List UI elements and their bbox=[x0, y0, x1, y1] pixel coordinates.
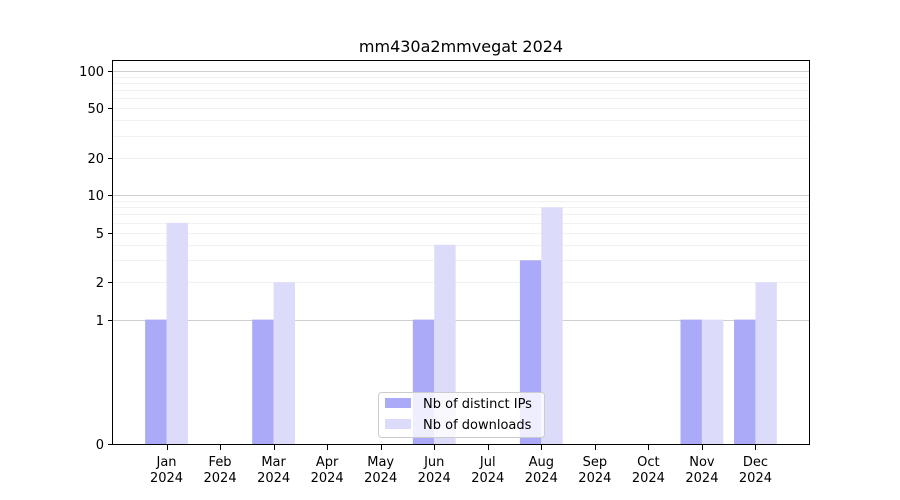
x-tick-label-year: 2024 bbox=[204, 471, 237, 486]
x-axis: Jan2024Feb2024Mar2024Apr2024May2024Jun20… bbox=[150, 445, 772, 486]
x-tick-label-month: Aug bbox=[529, 455, 554, 470]
x-tick-label-month: Jan bbox=[156, 455, 177, 470]
x-tick-label-year: 2024 bbox=[150, 471, 183, 486]
x-tick-label-month: Oct bbox=[637, 455, 659, 470]
x-tick-label-year: 2024 bbox=[578, 471, 611, 486]
y-tick-label: 20 bbox=[87, 152, 104, 167]
bar-distinct-ips bbox=[734, 319, 756, 444]
y-tick-label: 1 bbox=[96, 314, 104, 329]
y-tick-label: 10 bbox=[87, 189, 104, 204]
x-tick-label-month: Apr bbox=[316, 455, 339, 470]
x-tick-label-year: 2024 bbox=[632, 471, 665, 486]
grid bbox=[113, 71, 809, 321]
y-tick-label: 5 bbox=[96, 227, 104, 242]
bar-downloads bbox=[166, 222, 188, 444]
bar-downloads bbox=[701, 319, 724, 444]
x-tick-label-year: 2024 bbox=[525, 471, 558, 486]
y-tick-label: 0 bbox=[96, 438, 104, 453]
bar-downloads bbox=[541, 207, 563, 444]
x-tick-label-year: 2024 bbox=[418, 471, 451, 486]
legend-label-downloads: Nb of downloads bbox=[423, 418, 532, 433]
x-tick-label-month: Feb bbox=[209, 455, 232, 470]
bar-distinct-ips bbox=[145, 319, 167, 444]
bar-distinct-ips bbox=[680, 319, 702, 444]
x-tick-label-month: Mar bbox=[261, 455, 286, 470]
bar-distinct-ips bbox=[252, 319, 274, 444]
legend-frame bbox=[378, 392, 545, 438]
x-tick-label-year: 2024 bbox=[739, 471, 772, 486]
x-tick-label-month: Jul bbox=[479, 455, 496, 470]
y-tick-label: 2 bbox=[96, 276, 104, 291]
plot-frame bbox=[112, 60, 810, 445]
x-tick-label-year: 2024 bbox=[685, 471, 718, 486]
bar-downloads bbox=[273, 282, 296, 444]
x-tick-label-month: May bbox=[367, 455, 394, 470]
bar-downloads bbox=[755, 282, 777, 444]
x-tick-label-month: Dec bbox=[743, 455, 768, 470]
x-tick-label-month: Sep bbox=[583, 455, 608, 470]
y-axis: 0 1 2 5 10 20 50 100 bbox=[79, 65, 113, 453]
legend-swatch-ips bbox=[385, 398, 411, 408]
legend: Nb of distinct IPs Nb of downloads bbox=[378, 392, 545, 438]
x-tick-label-month: Nov bbox=[689, 455, 715, 470]
x-tick-label-month: Jun bbox=[423, 455, 444, 470]
x-tick-label-year: 2024 bbox=[257, 471, 290, 486]
x-tick-label-year: 2024 bbox=[471, 471, 504, 486]
y-tick-label: 100 bbox=[79, 65, 104, 80]
legend-label-ips: Nb of distinct IPs bbox=[423, 397, 532, 412]
y-tick-label: 50 bbox=[87, 102, 104, 117]
x-tick-label-year: 2024 bbox=[311, 471, 344, 486]
chart-title: mm430a2mmvegat 2024 bbox=[359, 37, 563, 56]
x-tick-label-year: 2024 bbox=[364, 471, 397, 486]
legend-swatch-downloads bbox=[385, 419, 411, 429]
